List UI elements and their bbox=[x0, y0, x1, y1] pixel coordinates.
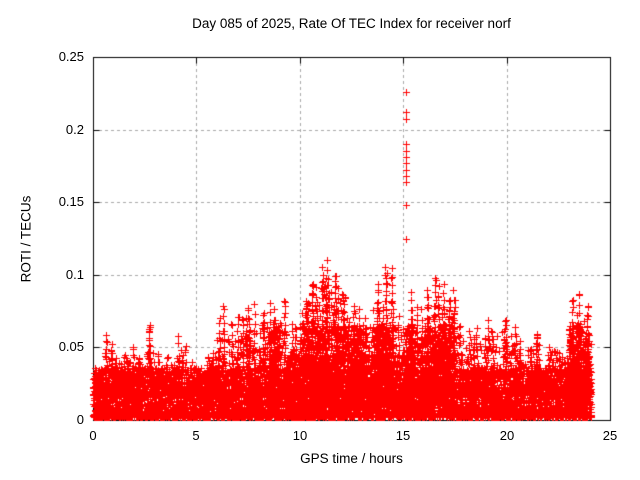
y-tick-label: 0.25 bbox=[58, 49, 84, 64]
y-axis-label-text: ROTI / TECUs bbox=[18, 195, 34, 283]
x-axis-label: GPS time / hours bbox=[300, 451, 403, 466]
x-tick-label: 0 bbox=[89, 428, 97, 443]
x-tick-label: 25 bbox=[602, 428, 618, 443]
y-tick-label: 0.15 bbox=[58, 194, 84, 209]
y-tick-label: 0.1 bbox=[65, 267, 84, 282]
y-tick-label: 0 bbox=[76, 412, 84, 427]
y-tick-label: 0.05 bbox=[58, 339, 84, 354]
x-tick-label: 5 bbox=[192, 428, 200, 443]
x-tick-label: 20 bbox=[499, 428, 515, 443]
x-tick-label: 10 bbox=[292, 428, 308, 443]
x-tick-label: 15 bbox=[395, 428, 411, 443]
chart-title: Day 085 of 2025, Rate Of TEC Index for r… bbox=[192, 16, 511, 31]
y-tick-label: 0.2 bbox=[65, 122, 84, 137]
